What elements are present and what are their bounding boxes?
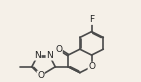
Text: F: F (89, 15, 94, 24)
Text: N: N (46, 51, 53, 60)
Text: O: O (55, 45, 62, 54)
Text: N: N (34, 51, 41, 60)
Text: O: O (37, 71, 44, 80)
Text: O: O (88, 62, 95, 71)
